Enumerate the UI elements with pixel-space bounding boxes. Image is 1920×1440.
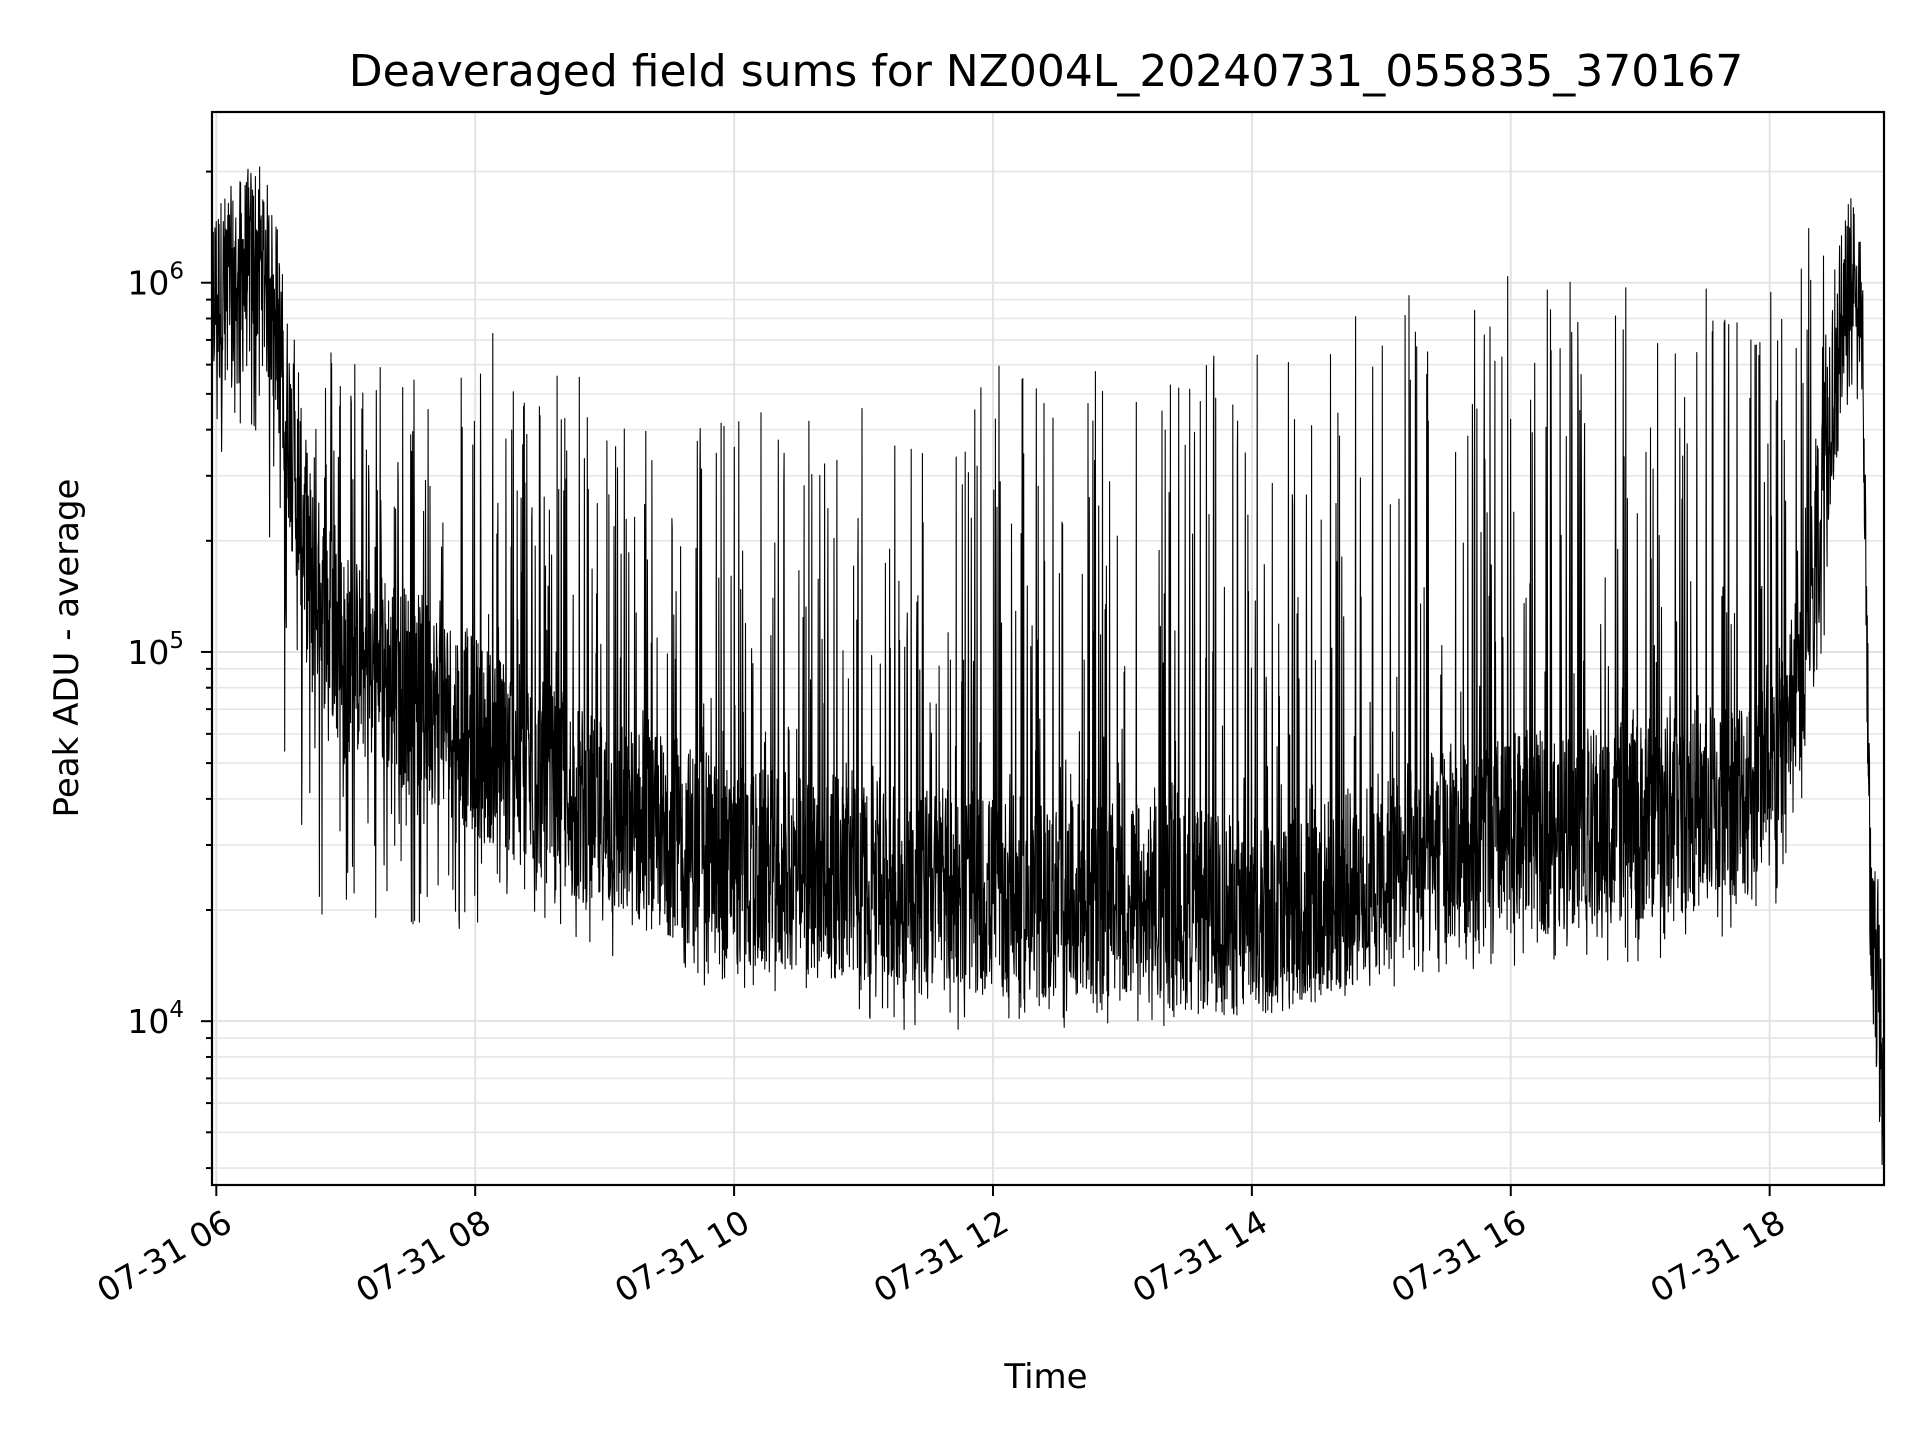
chart-title: Deaveraged field sums for NZ004L_2024073… — [349, 46, 1743, 97]
plot-frame — [210, 110, 1886, 1187]
y-axis-label: Peak ADU - average — [47, 479, 87, 818]
series-line — [211, 166, 1885, 1166]
x-axis-label: Time — [1003, 1357, 1087, 1397]
series-line-group — [211, 166, 1885, 1166]
